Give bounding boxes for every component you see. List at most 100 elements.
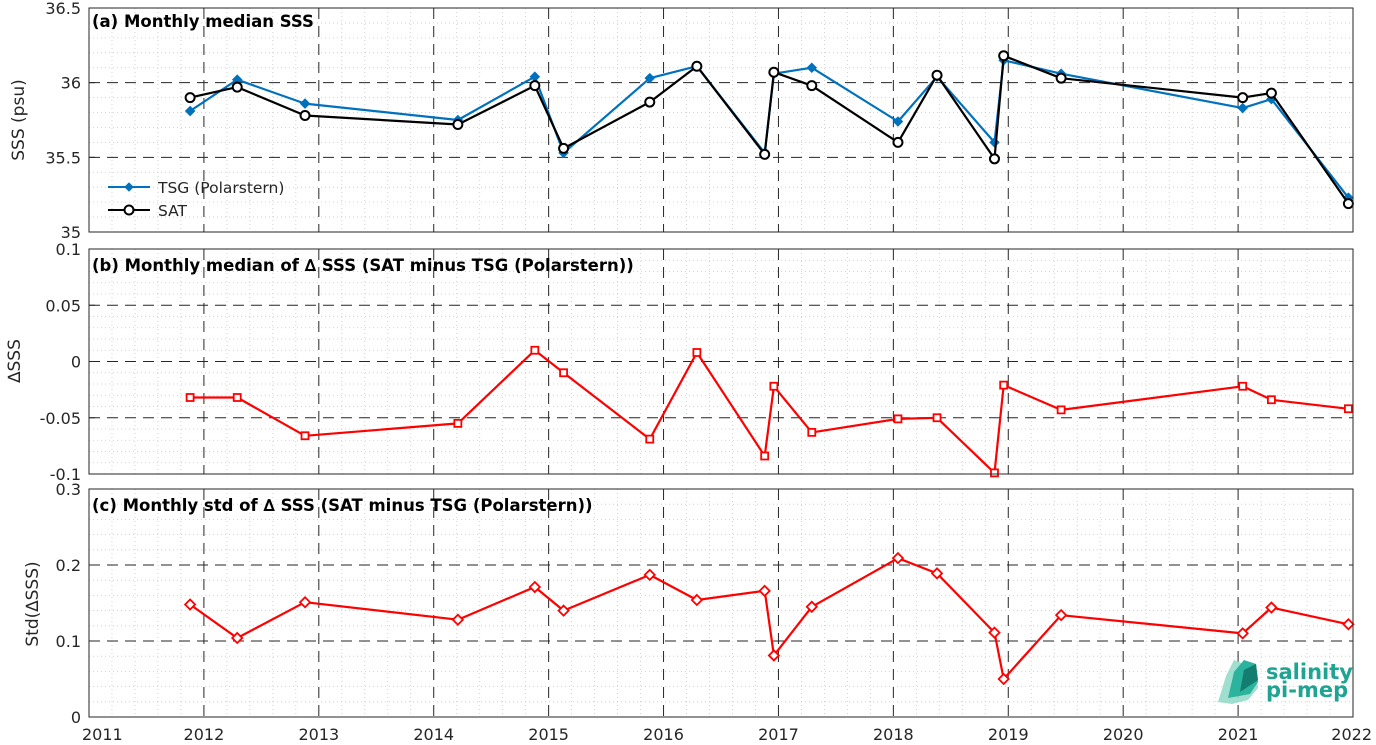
legend-marker-sat bbox=[123, 204, 135, 216]
x-axis-tick-label: 2012 bbox=[184, 725, 225, 744]
panel-a-series-1-point bbox=[759, 148, 771, 160]
x-axis-tick-label: 2011 bbox=[82, 725, 123, 744]
panel-b-series-0-point bbox=[692, 348, 702, 357]
panel-a-series-1-point bbox=[231, 81, 243, 93]
panel-b-series-0-point bbox=[300, 431, 310, 441]
panel-a-y-axis-label: SSS (psu) bbox=[9, 79, 29, 160]
panel-b-series-0-point bbox=[645, 434, 655, 444]
panel-a-series-1-point bbox=[892, 136, 904, 148]
panel-a-series-0-point bbox=[184, 105, 196, 117]
panel-b-series-0-point bbox=[807, 427, 817, 437]
panel-b-series-0-point bbox=[559, 368, 568, 378]
panel-b-series-0-point bbox=[932, 413, 942, 423]
x-axis-tick-label: 2016 bbox=[643, 725, 684, 744]
x-axis-tick-label: 2021 bbox=[1218, 725, 1259, 744]
panel-a-y-tick-label: 36.5 bbox=[45, 0, 81, 18]
panel-a-series-0-point bbox=[1237, 102, 1248, 114]
x-axis-tick-label: 2022 bbox=[1331, 725, 1372, 744]
panel-a-series-1-point bbox=[1342, 198, 1354, 210]
panel-a-series-0-point bbox=[892, 116, 904, 127]
panel-a-series-0-point bbox=[299, 98, 311, 109]
panel-c-std-delta-sss: 00.10.20.3 2011 2012 2013 2014 2015 2016 2017 2… bbox=[23, 480, 1372, 744]
panel-b-series-0-point bbox=[999, 380, 1009, 390]
panel-c-y-tick-label: 0.2 bbox=[56, 556, 81, 575]
panel-c-series-0-point bbox=[528, 580, 542, 594]
legend-label-sat: SAT bbox=[158, 202, 188, 220]
panel-b-series-0-point bbox=[1056, 405, 1066, 415]
panel-b-series-0-point bbox=[1238, 381, 1248, 391]
x-axis-tick-label: 2019 bbox=[988, 725, 1029, 744]
panel-c-series-0-point bbox=[767, 649, 781, 662]
panel-c-series-0-point bbox=[230, 631, 244, 645]
logo-text-pi-mep: pi-mep bbox=[1266, 678, 1348, 702]
panel-c-series-0-point bbox=[930, 567, 944, 580]
panel-b-y-tick-label: -0.05 bbox=[40, 409, 81, 428]
panel-b-series-0-point bbox=[232, 393, 242, 402]
panel-b-grid bbox=[89, 249, 1353, 474]
panel-a-series-1-point bbox=[529, 80, 541, 92]
panel-c-y-tick-label: 0.3 bbox=[56, 480, 81, 499]
panel-b-series-0-point bbox=[185, 393, 195, 402]
panel-c-series-0-point bbox=[451, 613, 465, 626]
panel-c-axes-frame bbox=[88, 488, 1354, 718]
panel-a-series-1-point bbox=[558, 142, 570, 154]
legend: TSG (Polarstern) SAT bbox=[108, 179, 284, 220]
panel-a-y-tick-label: 36 bbox=[61, 74, 81, 93]
panel-b-series-0-point bbox=[769, 381, 779, 391]
panel-a-series-1-point bbox=[768, 66, 780, 78]
legend-marker-tsg bbox=[124, 182, 134, 192]
x-axis-tick-label: 2015 bbox=[528, 725, 569, 744]
panel-c-series-0-point bbox=[758, 584, 771, 598]
x-axis-tick-label: 2014 bbox=[413, 725, 454, 744]
panel-a-series-1-point bbox=[1055, 72, 1067, 84]
logo-mark-front bbox=[1240, 664, 1258, 692]
panel-c-series-0-point bbox=[1236, 627, 1249, 640]
panel-b-series-0-point bbox=[760, 451, 770, 461]
panel-a-series-1-point bbox=[691, 60, 703, 72]
panel-c-series-0-point bbox=[1265, 601, 1278, 614]
panel-c-series-0-point bbox=[690, 593, 704, 607]
panel-b-y-axis-label: ∆SSS bbox=[5, 339, 25, 384]
panel-c-series-0-point bbox=[805, 600, 819, 614]
panel-b-y-tick-label: 0.05 bbox=[45, 296, 81, 315]
panel-c-y-axis-label: Std(∆SSS) bbox=[23, 561, 43, 646]
legend-label-tsg: TSG (Polarstern) bbox=[157, 179, 284, 197]
panel-b-y-tick-label: 0 bbox=[71, 353, 81, 372]
x-axis-tick-label: 2017 bbox=[758, 725, 799, 744]
x-axis-tick-label: 2013 bbox=[298, 725, 339, 744]
panel-a-series-1-point bbox=[1237, 92, 1249, 104]
panel-c-grid bbox=[89, 489, 1353, 717]
panel-b-series-0-point bbox=[1267, 395, 1276, 405]
panel-a-series-1-point bbox=[988, 153, 1000, 165]
logo-text-salinity: salinity bbox=[1266, 660, 1353, 684]
panel-a-grid bbox=[89, 8, 1353, 232]
panel-c-series-0-point bbox=[643, 568, 657, 582]
panel-b-series-0-point bbox=[453, 418, 463, 428]
panel-c-series-0-point bbox=[183, 598, 197, 611]
x-axis-tick-label: 2018 bbox=[873, 725, 914, 744]
panel-c-title: (c) Monthly std of ∆ SSS (SAT minus TSG … bbox=[92, 496, 593, 515]
panel-c-series bbox=[183, 551, 1355, 686]
panel-a-axes-frame bbox=[88, 7, 1354, 233]
panel-b-series-0-point bbox=[990, 468, 999, 478]
panel-b-y-ticks: -0.1 -0.05 0 0.05 0.1 bbox=[40, 240, 95, 484]
panel-b-title: (b) Monthly median of ∆ SSS (SAT minus T… bbox=[92, 256, 634, 275]
panel-b-y-tick-label: -0.1 bbox=[50, 465, 81, 484]
panel-c-series-0-point bbox=[1342, 618, 1355, 631]
panel-c-series-0-point bbox=[298, 595, 312, 609]
panel-a-series-1-point bbox=[644, 96, 656, 108]
panel-c-series-0-point bbox=[997, 672, 1010, 686]
panel-a-series-0-point bbox=[806, 62, 818, 74]
panel-b-series-0-point bbox=[530, 345, 540, 355]
panel-a-series-1-point bbox=[299, 110, 311, 122]
panel-b-series bbox=[185, 345, 1353, 478]
panel-a-monthly-median-sss: 35 35.5 36 36.5 (a) Monthly median SSS SSS … bbox=[9, 0, 1354, 242]
panel-a-y-tick-label: 35.5 bbox=[45, 148, 81, 167]
panel-b-median-delta-sss: -0.1 -0.05 0 0.05 0.1 (b) Monthly median of … bbox=[5, 240, 1354, 484]
x-axis-tick-label: 2020 bbox=[1103, 725, 1144, 744]
x-axis-ticks: 2011 2012 2013 2014 2015 2016 2017 2018 2019 2020… bbox=[82, 725, 1372, 744]
panel-a-series bbox=[184, 50, 1354, 210]
salinity-pi-mep-logo: salinity pi-mep bbox=[1218, 660, 1353, 704]
panel-c-y-tick-label: 0.1 bbox=[56, 632, 81, 651]
